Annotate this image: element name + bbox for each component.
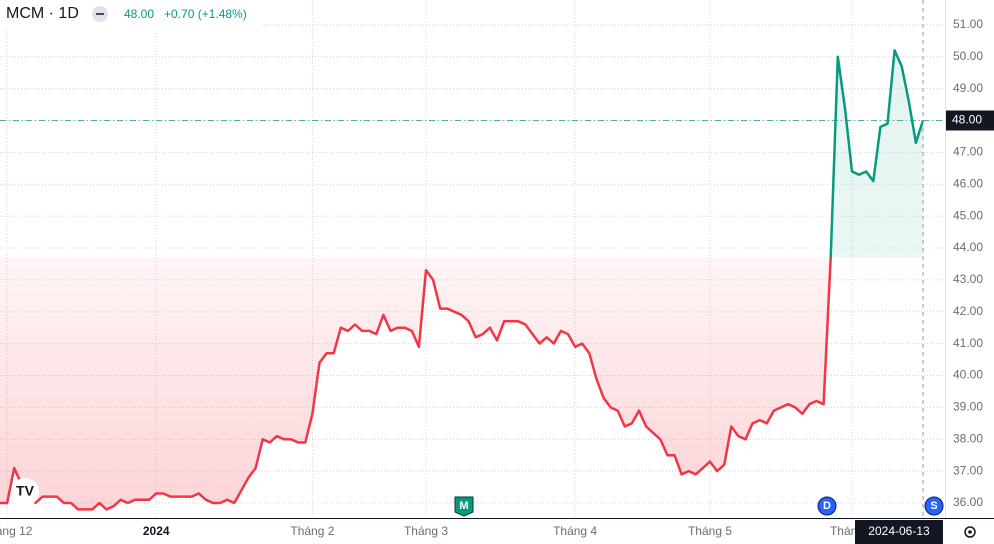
svg-text:TV: TV bbox=[16, 483, 35, 499]
y-tick-label: 42.00 bbox=[953, 304, 983, 318]
event-marker[interactable]: S bbox=[924, 496, 944, 516]
tv-logo: TV bbox=[11, 478, 39, 506]
x-tick-label: Tháng 3 bbox=[404, 524, 448, 538]
y-tick-label: 36.00 bbox=[953, 495, 983, 509]
y-tick-label: 39.00 bbox=[953, 400, 983, 414]
event-marker[interactable]: D bbox=[817, 496, 837, 516]
x-tick-label: Tháng 4 bbox=[553, 524, 597, 538]
price-tag bbox=[946, 110, 994, 131]
event-icon bbox=[454, 496, 474, 517]
y-tick-label: 41.00 bbox=[953, 336, 983, 350]
symbol: MCM · 1D bbox=[6, 5, 79, 22]
y-tick-label: 40.00 bbox=[953, 368, 983, 382]
price-change: +0.70 (+1.48%) bbox=[164, 7, 247, 21]
event-label: S bbox=[930, 500, 937, 512]
price-tag-label: 48.00 bbox=[952, 113, 982, 127]
x-tick-label: 2024 bbox=[143, 524, 170, 538]
header-bg bbox=[0, 0, 260, 28]
y-tick-label: 50.00 bbox=[953, 49, 983, 63]
event-icon bbox=[924, 496, 944, 516]
x-tick-label: Tháng 2 bbox=[290, 524, 334, 538]
event-label: M bbox=[459, 500, 468, 512]
y-tick-label: 46.00 bbox=[953, 176, 983, 190]
event-icon bbox=[817, 496, 837, 516]
date-tag bbox=[855, 520, 943, 544]
y-tick-label: 49.00 bbox=[953, 81, 983, 95]
y-tick-label: 45.00 bbox=[953, 208, 983, 222]
event-marker[interactable]: M bbox=[454, 496, 474, 517]
y-tick-label: 44.00 bbox=[953, 240, 983, 254]
y-tick-label: 43.00 bbox=[953, 272, 983, 286]
settings[interactable] bbox=[964, 526, 976, 538]
y-tick-label: 38.00 bbox=[953, 431, 983, 445]
last-price: 48.00 bbox=[124, 7, 154, 21]
area bbox=[0, 50, 923, 510]
event-label: D bbox=[823, 500, 831, 512]
date-tag-label: 2024-06-13 bbox=[868, 524, 930, 538]
x-tick-label: Tháng 12 bbox=[0, 524, 33, 538]
y-tick-label: 51.00 bbox=[953, 17, 983, 31]
price-line bbox=[0, 49, 925, 511]
y-tick-label: 37.00 bbox=[953, 463, 983, 477]
x-tick-label: Tháng 5 bbox=[688, 524, 732, 538]
y-tick-label: 47.00 bbox=[953, 145, 983, 159]
